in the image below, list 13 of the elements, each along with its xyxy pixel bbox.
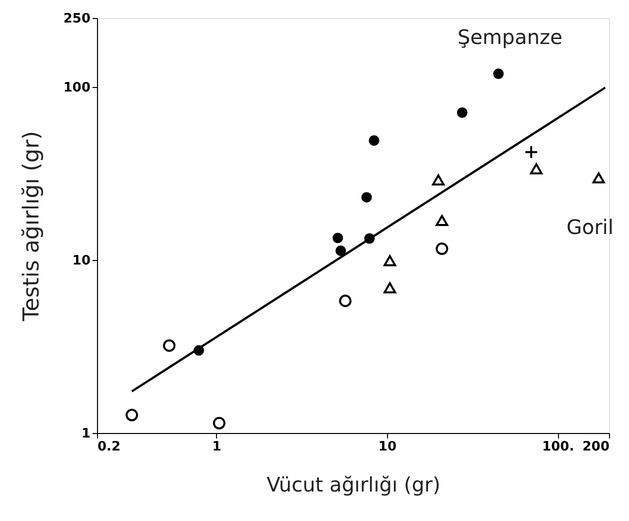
y-tick-label: 1: [81, 426, 90, 442]
x-tick-label: 10: [378, 440, 397, 454]
annotation: Goril: [566, 215, 614, 239]
y-axis-title: Testis ağırlığı (gr): [19, 131, 44, 322]
x-axis-title: Vücut ağırlığı (gr): [266, 472, 440, 496]
x-tick-label: 100.: [542, 440, 574, 454]
y-tick-label: 100: [63, 80, 90, 96]
y-tick-label: 10: [72, 253, 90, 268]
x-tick-label: 200: [582, 440, 610, 454]
x-tick-label: 1: [212, 440, 222, 454]
y-tick-label: 250: [63, 12, 90, 26]
annotation: Şempanze: [458, 25, 562, 49]
x-tick-label: 0.2: [98, 440, 121, 454]
